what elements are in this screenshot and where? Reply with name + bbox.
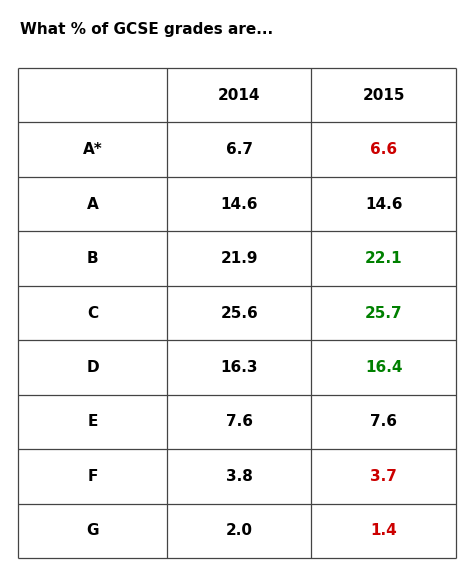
Text: 6.6: 6.6 (370, 142, 397, 157)
Text: 1.4: 1.4 (370, 523, 397, 538)
Text: B: B (87, 251, 98, 266)
Text: 14.6: 14.6 (220, 196, 258, 212)
Text: 6.7: 6.7 (226, 142, 253, 157)
Text: 2015: 2015 (363, 88, 405, 103)
Text: What % of GCSE grades are...: What % of GCSE grades are... (20, 22, 273, 37)
Text: D: D (86, 360, 99, 375)
Text: 22.1: 22.1 (365, 251, 402, 266)
Text: 16.4: 16.4 (365, 360, 402, 375)
Text: 3.8: 3.8 (226, 469, 253, 484)
Text: 3.7: 3.7 (370, 469, 397, 484)
Text: G: G (86, 523, 99, 538)
Text: A: A (87, 196, 98, 212)
Text: 16.3: 16.3 (220, 360, 258, 375)
Text: 14.6: 14.6 (365, 196, 402, 212)
Text: 2.0: 2.0 (226, 523, 253, 538)
Text: 7.6: 7.6 (370, 415, 397, 429)
Text: 21.9: 21.9 (220, 251, 258, 266)
Text: E: E (87, 415, 98, 429)
Text: 2014: 2014 (218, 88, 260, 103)
Text: 25.7: 25.7 (365, 305, 402, 320)
Text: 25.6: 25.6 (220, 305, 258, 320)
Text: C: C (87, 305, 98, 320)
Text: A*: A* (82, 142, 102, 157)
Text: 7.6: 7.6 (226, 415, 253, 429)
Text: F: F (87, 469, 98, 484)
